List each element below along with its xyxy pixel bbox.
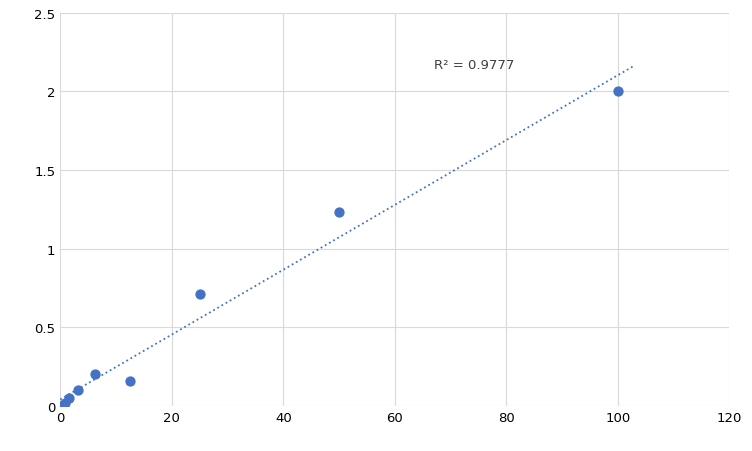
Point [89,371,101,378]
Point [193,291,205,298]
Point [63,395,75,402]
Point [59,399,71,406]
Point [124,377,136,384]
Point [612,88,624,96]
Text: R² = 0.9777: R² = 0.9777 [434,59,514,72]
Point [333,209,345,216]
Point [71,387,83,394]
Point [54,402,66,410]
